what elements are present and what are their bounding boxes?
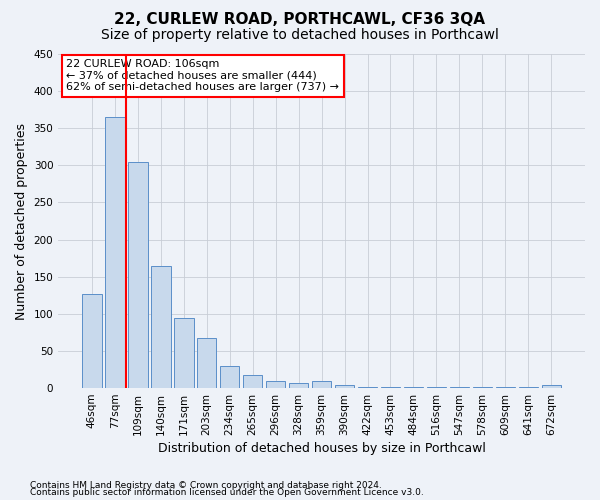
Bar (197, 338, 217, 388)
Bar (243, 374, 262, 388)
Bar (105, 117, 125, 388)
Text: Contains public sector information licensed under the Open Government Licence v3: Contains public sector information licen… (30, 488, 424, 497)
Bar (151, 266, 170, 388)
Bar (174, 318, 194, 388)
Text: 22 CURLEW ROAD: 106sqm
← 37% of detached houses are smaller (444)
62% of semi-de: 22 CURLEW ROAD: 106sqm ← 37% of detached… (66, 59, 339, 92)
Bar (542, 385, 561, 388)
Bar (289, 383, 308, 388)
Text: Size of property relative to detached houses in Porthcawl: Size of property relative to detached ho… (101, 28, 499, 42)
Bar (82, 294, 101, 388)
Text: Contains HM Land Registry data © Crown copyright and database right 2024.: Contains HM Land Registry data © Crown c… (30, 480, 382, 490)
X-axis label: Distribution of detached houses by size in Porthcawl: Distribution of detached houses by size … (158, 442, 485, 455)
Y-axis label: Number of detached properties: Number of detached properties (15, 122, 28, 320)
Bar (335, 385, 355, 388)
Bar (220, 366, 239, 388)
Text: 22, CURLEW ROAD, PORTHCAWL, CF36 3QA: 22, CURLEW ROAD, PORTHCAWL, CF36 3QA (115, 12, 485, 28)
Bar (128, 162, 148, 388)
Bar (312, 382, 331, 388)
Bar (266, 382, 286, 388)
